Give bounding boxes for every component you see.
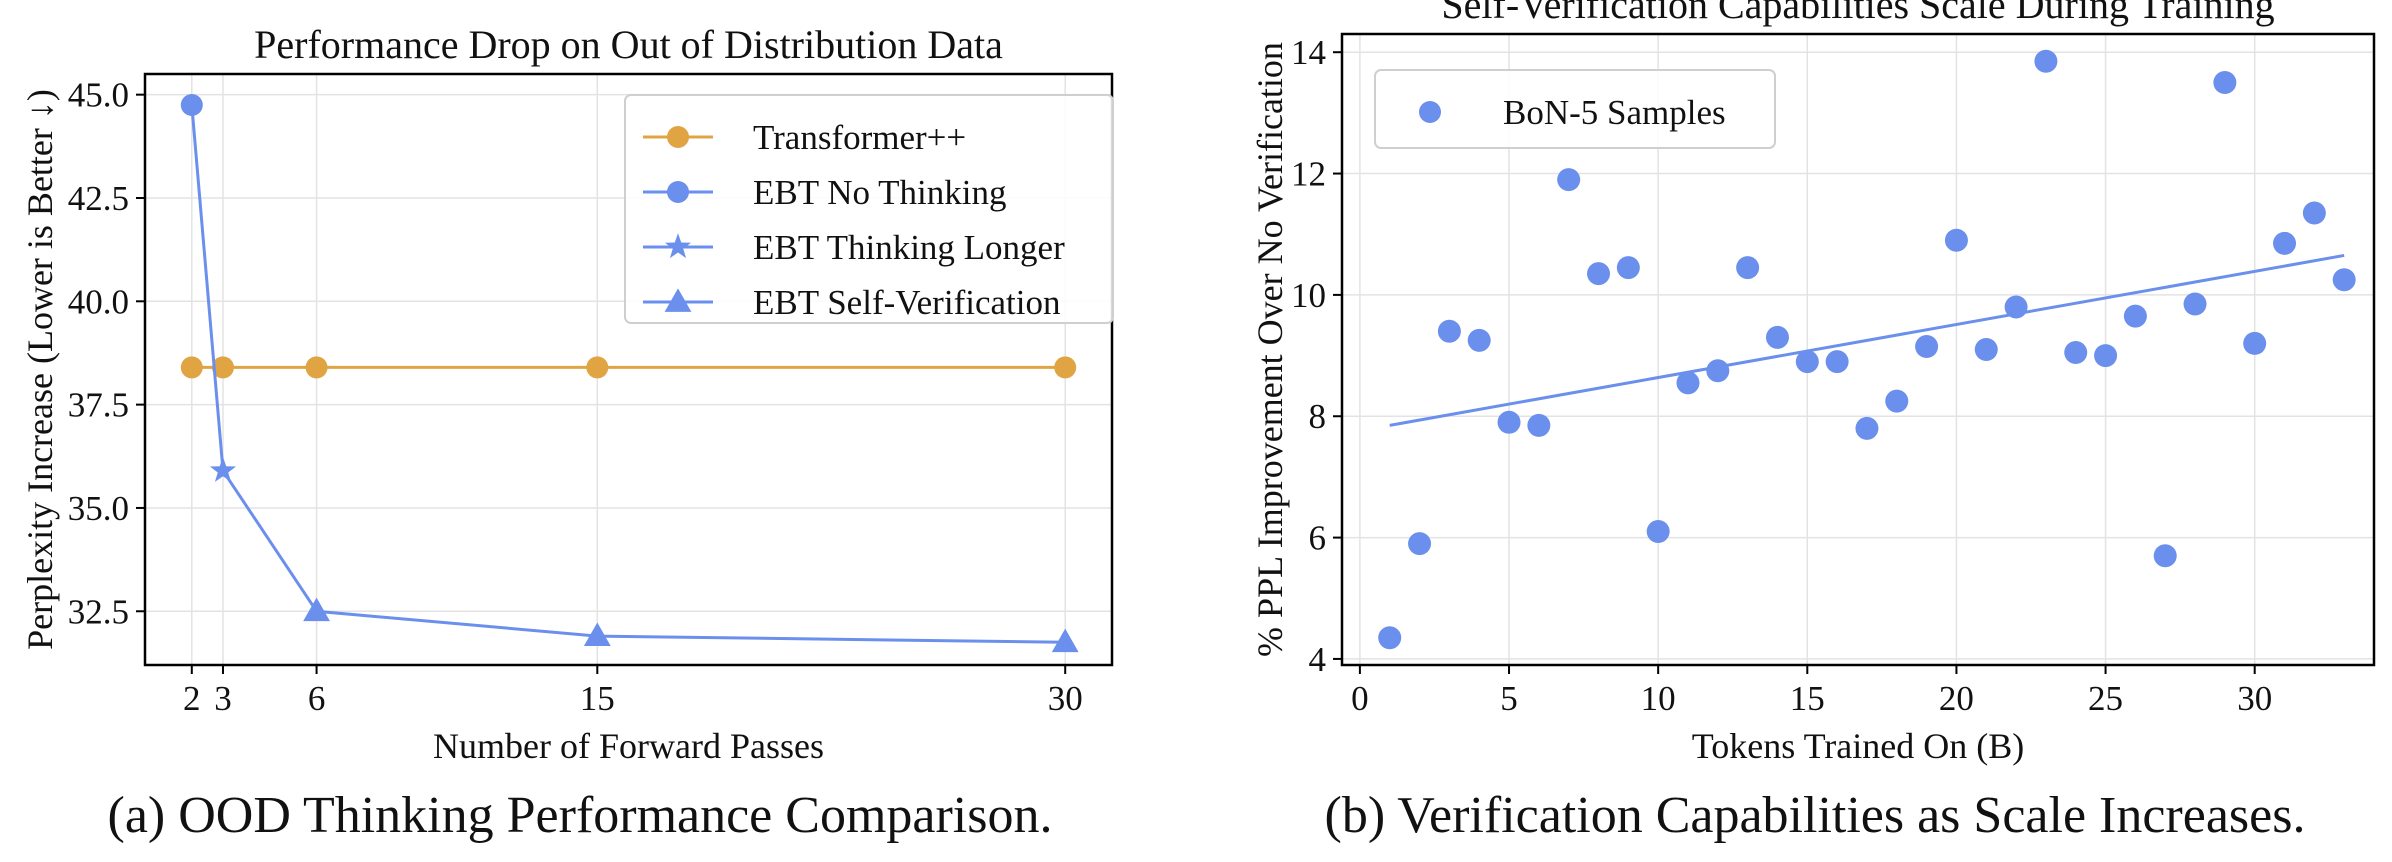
scatter-point [1944,228,1968,252]
x-tick-label: 5 [1500,679,1518,718]
data-point-circle [211,356,234,379]
y-tick-label: 14 [1291,33,1326,72]
plot-frame [143,72,1114,667]
legend-label: EBT Thinking Longer [753,228,1065,267]
legend-marker-triangle [664,288,692,312]
x-tick-label: 30 [2237,679,2272,718]
legend-marker-circle [1419,101,1441,123]
scatter-point [1676,371,1700,395]
y-tick-label: 45.0 [68,76,129,115]
caption-left: (a) OOD Thinking Performance Comparison. [107,787,1053,844]
chart-ood-performance: 2 3 6 15 30 32.5 35.0 37.5 40.0 42.5 45.0 Performan… [20,22,1114,766]
scatter-point [1378,626,1402,650]
scatter-point [2243,331,2267,355]
scatter-point [1795,350,1819,374]
y-tick-label: 4 [1309,640,1327,679]
scatter-point [1527,413,1551,437]
legend-label: BoN-5 Samples [1503,93,1726,132]
scatter-point [2213,71,2237,95]
legend-label: Transformer++ [753,118,966,157]
y-tick-label: 37.5 [68,386,129,425]
data-point-star [209,457,237,482]
scatter-point [1408,532,1432,556]
scatter-point [2153,544,2177,568]
x-tick-label: 0 [1351,679,1369,718]
legend: Transformer++ EBT No Thinking EBT Thinking… [624,94,1114,324]
y-axis-label: % PPL Improvement Over No Verification [1250,42,1290,657]
trend-line [1389,253,2345,427]
legend: BoN-5 Samples [1374,69,1776,149]
legend-box [1374,69,1776,149]
legend-label: EBT No Thinking [753,173,1006,212]
scatter-point [1825,350,1849,374]
data-point-circle [586,356,609,379]
x-tick-label: 10 [1641,679,1676,718]
scatter-point [1616,256,1640,280]
scatter-point [1736,256,1760,280]
scatter-point [1706,359,1730,383]
scatter-point [1467,328,1491,352]
legend-label: EBT Self-Verification [753,283,1060,322]
y-tick-label: 35.0 [68,489,129,528]
scatter-point [1557,168,1581,192]
scatter-point [2034,49,2058,73]
chart-title: Performance Drop on Out of Distribution … [254,22,1003,67]
data-point-circle [1054,356,1077,379]
x-tick-label: 6 [308,679,326,718]
data-point-circle [180,93,203,116]
y-tick-label: 12 [1291,155,1326,194]
x-tick-label: 3 [214,679,232,718]
scatter-point [1915,334,1939,358]
x-tick-label: 2 [183,679,201,718]
chart-title: Self-Verification Capabilities Scale Dur… [1441,0,2274,27]
y-tick-label: 8 [1309,397,1327,436]
x-tick-label: 15 [580,679,615,718]
y-axis-label: Perplexity Increase (Lower is Better ↓) [20,89,60,650]
data-point-triangle [1051,628,1079,653]
x-tick-label: 25 [2088,679,2123,718]
chart-self-verification: 0 5 10 15 20 25 30 4 6 8 10 12 14 Self-Verification C… [1250,0,2376,766]
scatter-point [1885,389,1909,413]
y-tick-label: 40.0 [68,282,129,321]
scatter-point [2064,341,2088,365]
legend-marker-star [664,233,692,259]
x-axis-label: Tokens Trained On (B) [1692,726,2024,766]
x-tick-label: 30 [1048,679,1083,718]
legend-marker-circle [667,181,689,203]
scatter-point [1646,520,1670,544]
scatter-point [2332,268,2356,292]
scatter-point [1974,338,1998,361]
y-tick-label: 42.5 [68,179,129,218]
x-tick-label: 20 [1939,679,1974,718]
data-point-triangle [303,597,330,622]
x-axis-label: Number of Forward Passes [433,726,824,766]
plot-frame [1340,32,2376,667]
data-point-triangle [583,622,611,646]
scatter-point [1587,262,1611,286]
caption-right: (b) Verification Capabilities as Scale I… [1324,787,2306,844]
scatter-point [2004,295,2028,319]
scatter-point [2183,292,2207,316]
scatter-point [2123,304,2147,328]
scatter-point [2302,201,2326,225]
legend-marker-circle [667,126,689,148]
y-tick-label: 10 [1291,276,1326,315]
scatter-point [2094,344,2118,368]
x-tick-label: 15 [1790,679,1825,718]
y-tick-label: 6 [1309,519,1327,558]
legend-box [624,94,1114,324]
y-tick-label: 32.5 [68,592,129,631]
scatter-point [1855,416,1879,440]
data-point-circle [305,356,328,379]
scatter-point [1437,319,1461,343]
scatter-point [1765,325,1789,349]
scatter-point [2273,231,2297,255]
data-point-circle [180,356,203,379]
scatter-point [1497,410,1521,434]
